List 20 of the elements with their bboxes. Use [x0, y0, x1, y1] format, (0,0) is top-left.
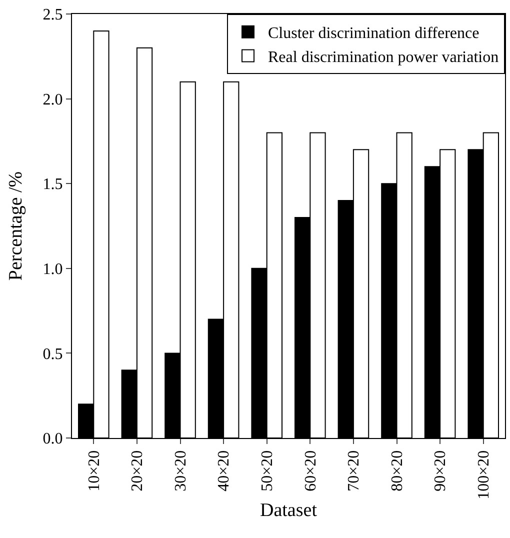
x-tick-label: 30×20 [172, 450, 190, 492]
x-tick-label: 20×20 [129, 450, 146, 492]
legend-label: Cluster discrimination difference [268, 25, 480, 42]
x-tick-label: 70×20 [346, 450, 363, 492]
y-tick-label: 0.5 [42, 346, 63, 363]
y-tick-label: 1.0 [42, 261, 63, 278]
x-tick-label: 90×20 [432, 450, 450, 492]
x-axis-title: Dataset [260, 500, 318, 522]
x-tick-label: 60×20 [302, 450, 320, 492]
x-tick-label: 10×20 [86, 450, 103, 492]
y-tick-label: 2.5 [42, 6, 63, 24]
y-tick-label: 0.0 [42, 430, 63, 448]
y-axis-title: Percentage /% [6, 171, 27, 281]
y-tick-label: 1.5 [42, 176, 63, 194]
x-tick-label: 50×20 [259, 450, 276, 492]
y-tick-label: 2.0 [42, 91, 63, 108]
x-tick-label: 40×20 [216, 450, 233, 492]
x-tick-label: 100×20 [476, 450, 493, 500]
legend-label: Real discrimination power variation [268, 48, 499, 66]
x-tick-label: 80×20 [388, 450, 406, 492]
